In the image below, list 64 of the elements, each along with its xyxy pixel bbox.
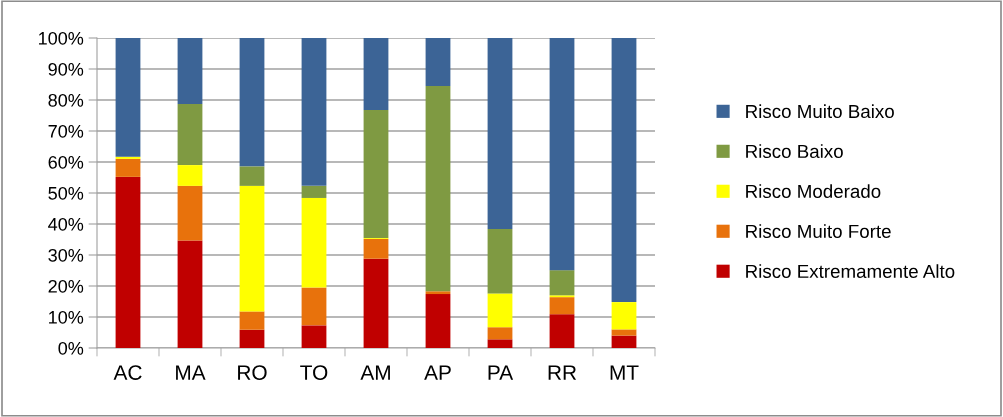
bar — [239, 38, 265, 167]
x-tick-label: AC — [113, 365, 142, 380]
bar — [487, 327, 513, 340]
bar — [487, 228, 513, 294]
x-tick-label: TO — [300, 365, 328, 380]
y-tick-label: 90% — [48, 62, 84, 76]
bar — [177, 104, 203, 166]
legend-label: Risco Baixo — [746, 144, 843, 159]
bar — [177, 240, 203, 348]
legend-label: Risco Muito Baixo — [746, 104, 894, 119]
bar — [549, 297, 575, 315]
x-tick-label: MA — [176, 365, 206, 380]
y-tick-label: 20% — [48, 279, 84, 293]
x-tick-label: MT — [610, 365, 639, 380]
legend-label: Risco Moderado — [746, 184, 881, 199]
bar — [425, 38, 451, 87]
bar — [239, 329, 265, 348]
x-tick-label: RO — [238, 365, 267, 380]
bar — [177, 38, 203, 105]
y-tick-label: 10% — [49, 310, 84, 324]
bar — [115, 176, 141, 348]
bar — [301, 287, 327, 326]
x-tick-label: RR — [548, 365, 577, 380]
bar — [611, 335, 637, 348]
bar — [425, 294, 451, 348]
y-tick-label: 50% — [48, 186, 84, 200]
bar — [239, 311, 265, 330]
bar — [611, 38, 637, 303]
bar — [549, 38, 575, 271]
bar — [549, 270, 575, 296]
bar — [487, 339, 513, 348]
y-tick-label: 30% — [48, 248, 84, 262]
legend-label: Risco Muito Forte — [746, 224, 891, 239]
bar — [363, 109, 389, 238]
bar — [611, 302, 637, 330]
y-tick-label: 80% — [48, 93, 84, 107]
bar — [487, 38, 513, 229]
bar — [363, 238, 389, 259]
bar — [363, 38, 389, 110]
bar — [177, 165, 203, 186]
bar — [487, 293, 513, 328]
y-tick-label: 70% — [48, 124, 84, 138]
legend-label: Risco Extremamente Alto — [746, 264, 955, 278]
y-tick-label: 60% — [48, 155, 84, 169]
bar — [301, 185, 327, 198]
bar — [611, 329, 637, 336]
bar — [363, 258, 389, 348]
bar — [115, 38, 141, 157]
bar — [239, 185, 265, 312]
x-tick-label: AM — [360, 365, 390, 380]
bar — [301, 38, 327, 186]
bar — [425, 86, 451, 292]
y-tick-label: 0% — [58, 341, 84, 355]
bar — [549, 314, 575, 348]
bar — [115, 158, 141, 177]
bar — [301, 197, 327, 288]
bar — [301, 325, 327, 348]
y-tick-label: 100% — [39, 31, 84, 45]
bar — [425, 291, 451, 295]
bar — [177, 185, 203, 241]
y-tick-label: 40% — [48, 217, 84, 231]
bar — [239, 166, 265, 186]
x-tick-label: PA — [488, 365, 514, 380]
x-tick-label: AP — [424, 365, 451, 380]
